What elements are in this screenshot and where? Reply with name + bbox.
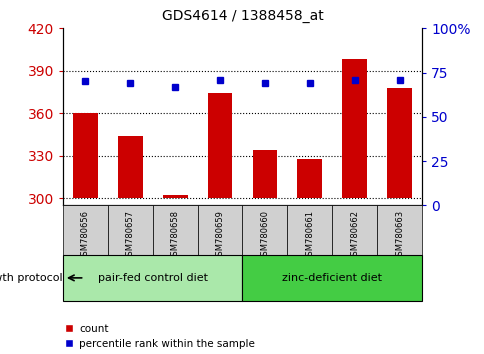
Text: growth protocol: growth protocol (0, 273, 63, 283)
Text: GSM780663: GSM780663 (394, 210, 403, 261)
Bar (342, 59, 366, 198)
Text: GSM780662: GSM780662 (349, 210, 359, 261)
Bar (252, 150, 277, 198)
Bar (242, 255, 421, 301)
Bar (242, 205, 287, 255)
Text: GSM780658: GSM780658 (170, 210, 180, 261)
Bar (332, 205, 376, 255)
Text: GSM780656: GSM780656 (81, 210, 90, 261)
Text: pair-fed control diet: pair-fed control diet (98, 273, 207, 283)
Bar (197, 205, 242, 255)
Legend: count, percentile rank within the sample: count, percentile rank within the sample (63, 324, 255, 349)
Bar (152, 205, 197, 255)
Bar (376, 205, 421, 255)
Bar (118, 136, 142, 198)
Text: GSM780659: GSM780659 (215, 210, 224, 261)
Title: GDS4614 / 1388458_at: GDS4614 / 1388458_at (161, 9, 323, 23)
Text: zinc-deficient diet: zinc-deficient diet (282, 273, 381, 283)
Text: GSM780657: GSM780657 (125, 210, 135, 261)
Bar (297, 159, 321, 198)
Text: GSM780661: GSM780661 (304, 210, 314, 261)
Bar (63, 205, 107, 255)
Bar (63, 255, 242, 301)
Bar (386, 88, 411, 198)
Bar (107, 205, 152, 255)
Bar (207, 93, 232, 198)
Bar (73, 113, 98, 198)
Bar (163, 195, 187, 198)
Text: GSM780660: GSM780660 (260, 210, 269, 261)
Bar (287, 205, 332, 255)
